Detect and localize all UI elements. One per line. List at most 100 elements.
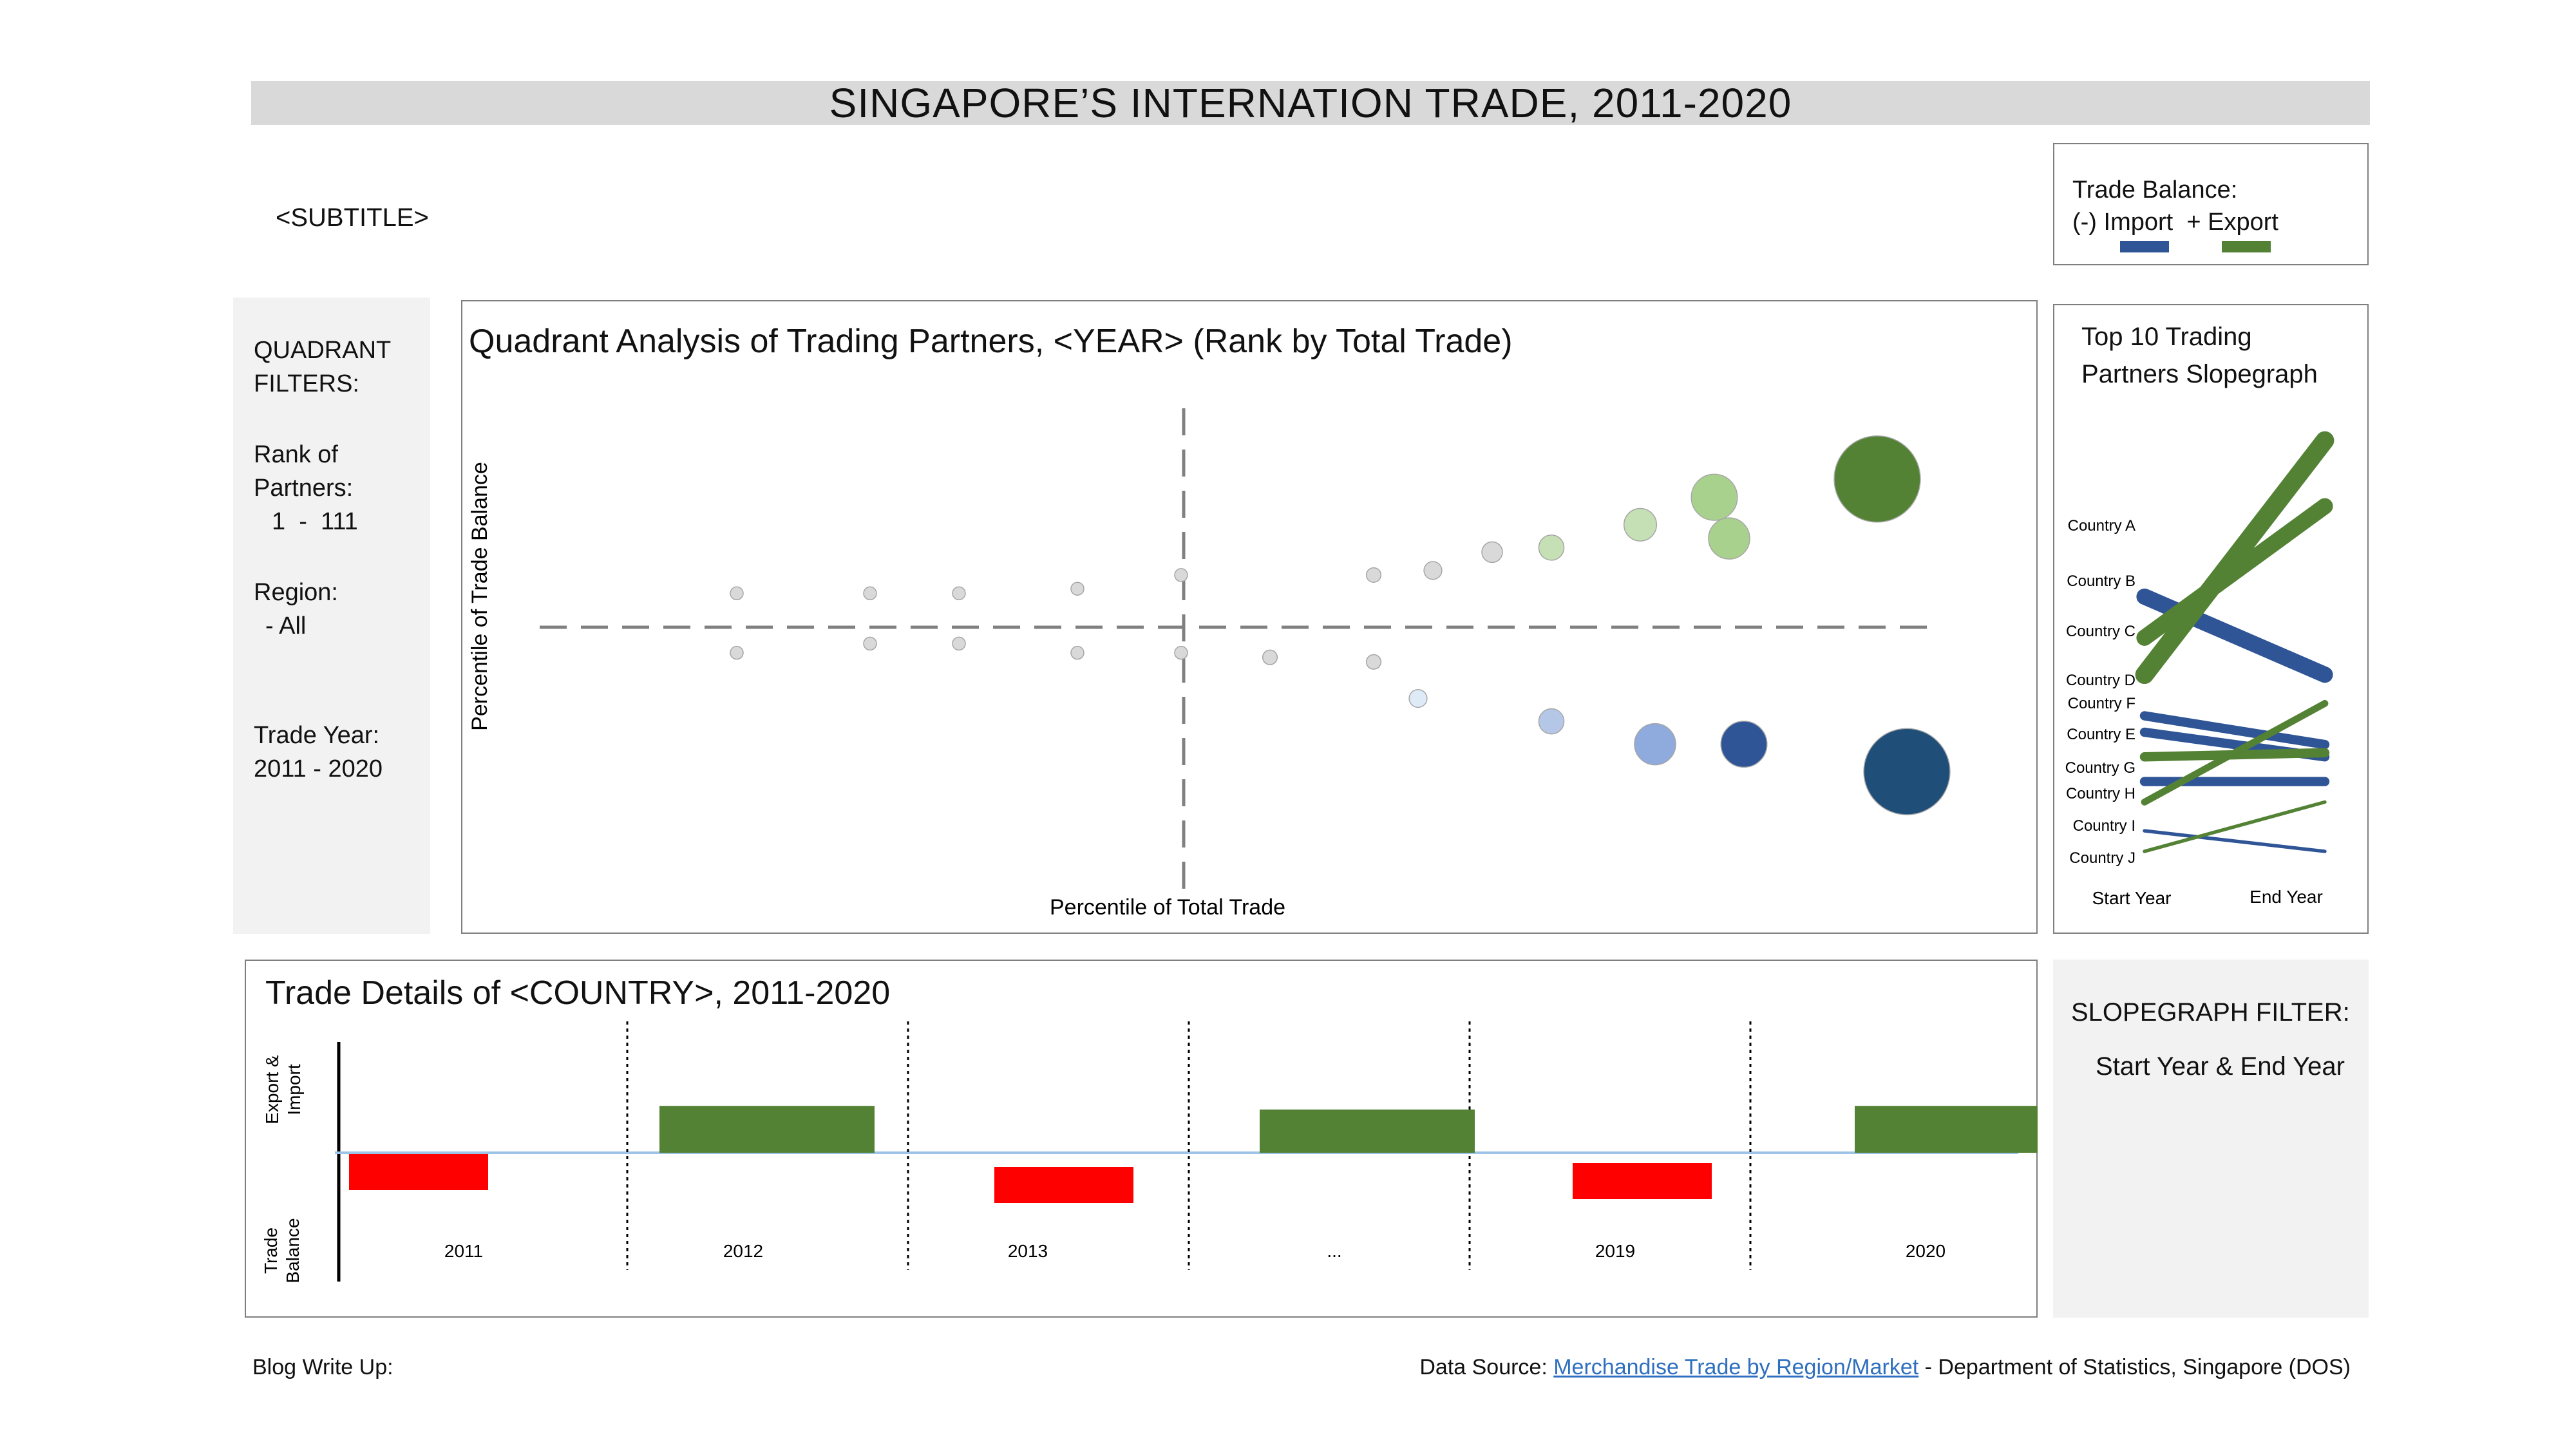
bubble-7[interactable] [1070, 645, 1084, 660]
legend-labels: (-) Import + Export [2072, 206, 2278, 238]
slope-country-label-0: Country A [2068, 517, 2136, 535]
source-link[interactable]: Merchandise Trade by Region/Market [1553, 1355, 1919, 1379]
year-dividers [626, 1021, 1752, 1270]
slope-country-label-3: Country D [2066, 672, 2136, 689]
slope-start-label: Start Year [2092, 888, 2172, 908]
detail-bar-2[interactable] [994, 1167, 1133, 1203]
details-y-label-line-1: Export & [262, 1055, 282, 1124]
quadrant-chart-panel [461, 300, 2038, 934]
bubble-14[interactable] [1408, 688, 1428, 708]
filters-heading: QUADRANT FILTERS: [254, 337, 391, 397]
page-title: SINGAPORE’S INTERNATION TRADE, 2011-2020 [829, 80, 1792, 126]
source-suffix: - Department of Statistics, Singapore (D… [1918, 1355, 2351, 1379]
slope-line-7[interactable] [2141, 699, 2329, 806]
bubble-9[interactable] [1174, 645, 1188, 660]
region-filter-label: Region: [254, 579, 338, 606]
bubble-22[interactable] [1720, 721, 1768, 768]
bubble-5[interactable] [952, 636, 966, 651]
bubble-13[interactable] [1423, 561, 1443, 580]
year-filter-label: Trade Year: [254, 722, 380, 749]
legend-import-label: (-) Import [2072, 209, 2174, 236]
slope-line-8[interactable] [2143, 829, 2327, 853]
bubble-16[interactable] [1538, 534, 1565, 561]
bubble-1[interactable] [730, 645, 744, 660]
details-y-label-line-2: Import [284, 1064, 304, 1115]
detail-bar-4[interactable] [1573, 1163, 1712, 1199]
slope-country-label-5: Country E [2067, 726, 2136, 743]
bubble-2[interactable] [863, 586, 877, 601]
quadrant-chart-title: Quadrant Analysis of Trading Partners, <… [469, 323, 1513, 360]
slopegraph-title: Top 10 Trading Partners Slopegraph [2081, 323, 2318, 388]
bubble-15[interactable] [1481, 541, 1503, 564]
slope-country-label-9: Country J [2069, 849, 2136, 867]
slope-lines-group [2135, 431, 2334, 853]
source-prefix: Data Source: [1419, 1355, 1554, 1379]
quadrant-y-axis-label: Percentile of Trade Balance [468, 462, 492, 731]
trade-details-title: Trade Details of <COUNTRY>, 2011-2020 [265, 974, 891, 1012]
bubble-4[interactable] [952, 586, 966, 601]
bubble-11[interactable] [1365, 567, 1382, 583]
slope-line-9[interactable] [2143, 800, 2327, 853]
slopegraph-filter-value[interactable]: Start Year & End Year [2096, 1052, 2345, 1081]
detail-year-label-1: 2012 [723, 1241, 763, 1261]
detail-bar-5[interactable] [1855, 1106, 2038, 1153]
detail-year-label-4: 2019 [1595, 1241, 1635, 1261]
slope-country-label-7: Country H [2066, 785, 2136, 802]
detail-year-label-3: ... [1327, 1241, 1341, 1261]
legend-export-label: + Export [2186, 209, 2278, 236]
slope-line-2[interactable] [2135, 431, 2334, 685]
bubble-12[interactable] [1365, 654, 1382, 670]
bubble-19[interactable] [1634, 723, 1676, 766]
legend-export-swatch [2222, 241, 2271, 252]
bubble-20[interactable] [1690, 473, 1738, 521]
bubble-0[interactable] [730, 586, 744, 601]
bubble-10[interactable] [1262, 649, 1278, 665]
slopegraph-panel [2053, 304, 2369, 934]
bubble-23[interactable] [1833, 435, 1921, 523]
bubble-18[interactable] [1623, 507, 1658, 542]
quadrant-x-axis-label: Percentile of Total Trade [1050, 895, 1285, 920]
slopegraph-filter-heading: SLOPEGRAPH FILTER: [2071, 998, 2350, 1027]
region-filter-value[interactable]: - All [265, 612, 307, 639]
bubble-24[interactable] [1863, 728, 1951, 815]
detail-year-label-5: 2020 [1906, 1241, 1946, 1261]
legend-import-swatch [2120, 241, 2169, 252]
bubble-6[interactable] [1070, 582, 1084, 596]
slope-labels-group: Country A Country B Country C Country D Coun… [2065, 517, 2136, 867]
quadrant-bubble-chart: Percentile of Total Trade Percentile of … [468, 408, 1951, 920]
blog-label: Blog Write Up: [252, 1355, 393, 1379]
quadrant-filters-panel: QUADRANT FILTERS: Rank of Partners: 1 - … [233, 298, 430, 934]
subtitle: <SUBTITLE> [276, 204, 429, 232]
slope-country-label-6: Country G [2065, 759, 2136, 777]
slopegraph-chart: Country A Country B Country C Country D Coun… [2065, 431, 2334, 908]
detail-bar-0[interactable] [349, 1154, 488, 1190]
slope-country-label-8: Country I [2073, 817, 2136, 835]
bubble-3[interactable] [863, 636, 877, 651]
details-y-label-1: Export & Import [262, 1055, 304, 1124]
slopegraph-filter-panel: SLOPEGRAPH FILTER: Start Year & End Year [2053, 960, 2369, 1318]
year-filter-value[interactable]: 2011 - 2020 [254, 755, 383, 782]
rank-filter-label: Rank of Partners: [254, 441, 354, 502]
bubble-17[interactable] [1538, 708, 1565, 735]
detail-bar-1[interactable] [659, 1106, 875, 1153]
bubble-8[interactable] [1174, 568, 1188, 582]
bubble-group [730, 435, 1951, 815]
details-y-label-line-4: Balance [283, 1218, 303, 1283]
detail-year-label-2: 2013 [1008, 1241, 1048, 1261]
legend-title: Trade Balance: [2072, 176, 2238, 204]
trade-balance-legend: Trade Balance: (-) Import + Export [2053, 143, 2369, 265]
bubble-21[interactable] [1708, 517, 1750, 560]
slope-country-label-4: Country F [2068, 695, 2136, 712]
slope-country-label-2: Country C [2066, 623, 2136, 640]
slope-line-3[interactable] [2139, 711, 2330, 750]
data-source: Data Source: Merchandise Trade by Region… [1419, 1355, 2351, 1380]
details-y-label-line-3: Trade [261, 1227, 281, 1274]
detail-bars-group: 2011 2012 2013... 2019 2020 [349, 1106, 2038, 1261]
slope-end-label: End Year [2249, 887, 2323, 907]
dashboard-title: SINGAPORE’S INTERNATION TRADE, 2011-2020 [251, 80, 2370, 126]
rank-filter-value[interactable]: 1 - 111 [272, 508, 358, 535]
details-y-label-2: Trade Balance [261, 1218, 303, 1283]
detail-bar-3[interactable] [1260, 1109, 1475, 1153]
slope-country-label-1: Country B [2067, 573, 2136, 590]
trade-details-chart: 2011 2012 2013... 2019 2020 Export & Import T… [261, 1021, 2038, 1283]
